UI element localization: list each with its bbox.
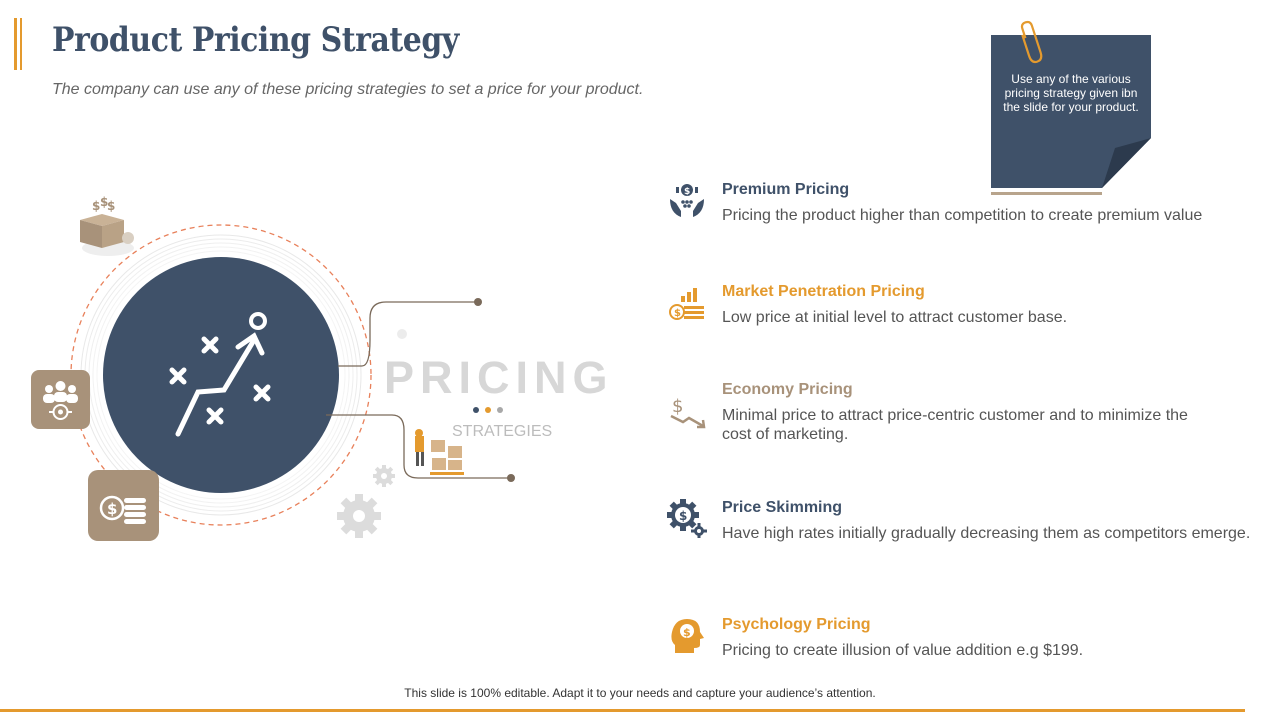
strategy-title-premium: Premium Pricing (722, 181, 850, 198)
pricing-hero-graphic (70, 224, 515, 538)
svg-text:$: $ (674, 308, 681, 319)
head-dollar-icon: $ (671, 619, 704, 653)
team-target-icon (31, 370, 90, 429)
strategy-desc-economy: Minimal price to attract price-centric c… (722, 407, 1188, 443)
footer-accent-line (0, 709, 1245, 712)
dollar-down-icon: $ (670, 396, 706, 429)
sticky-note (991, 35, 1151, 188)
svg-text:$: $ (100, 196, 108, 209)
coin-growth-icon: $ (669, 288, 704, 320)
paperclip-icon (1020, 20, 1043, 64)
strategy-desc-price-skimming: Have high rates initially gradually decr… (722, 525, 1251, 542)
sticky-note-text: Use any of the various pricing strategy … (1003, 72, 1139, 114)
dot-orange (485, 407, 491, 413)
pricing-label: PRICING (384, 352, 614, 403)
hands-money-icon: $ (670, 184, 704, 217)
svg-text:$: $ (672, 396, 683, 417)
strategy-title-price-skimming: Price Skimming (722, 499, 843, 516)
dot-navy (473, 407, 479, 413)
svg-text:$: $ (92, 199, 100, 213)
coins-icon: $ (88, 470, 159, 541)
page-subtitle: The company can use any of these pricing… (52, 81, 644, 98)
dollar-gear-icon: $ (667, 499, 707, 538)
svg-text:$: $ (107, 199, 115, 213)
page-title: Product Pricing Strategy (52, 20, 459, 60)
sticky-note-shadow (991, 192, 1102, 195)
strategy-desc-psychology: Pricing to create illusion of value addi… (722, 642, 1084, 659)
strategy-desc-market-penetration: Low price at initial level to attract cu… (722, 309, 1068, 326)
strategy-title-market-penetration: Market Penetration Pricing (722, 283, 925, 300)
money-box-icon: $ $ $ (80, 196, 134, 256)
svg-text:$: $ (683, 626, 691, 639)
title-accent-bar-thin (20, 18, 22, 70)
footer-note: This slide is 100% editable. Adapt it to… (404, 686, 876, 700)
svg-text:$: $ (107, 500, 117, 518)
strategies-label: STRATEGIES (452, 423, 553, 440)
svg-text:$: $ (684, 187, 690, 197)
strategy-title-economy: Economy Pricing (722, 381, 853, 398)
title-accent-bar (14, 18, 17, 70)
dot-gray (497, 407, 503, 413)
strategy-desc-premium: Pricing the product higher than competit… (722, 207, 1203, 224)
strategy-title-psychology: Psychology Pricing (722, 616, 871, 633)
svg-text:$: $ (679, 509, 687, 523)
